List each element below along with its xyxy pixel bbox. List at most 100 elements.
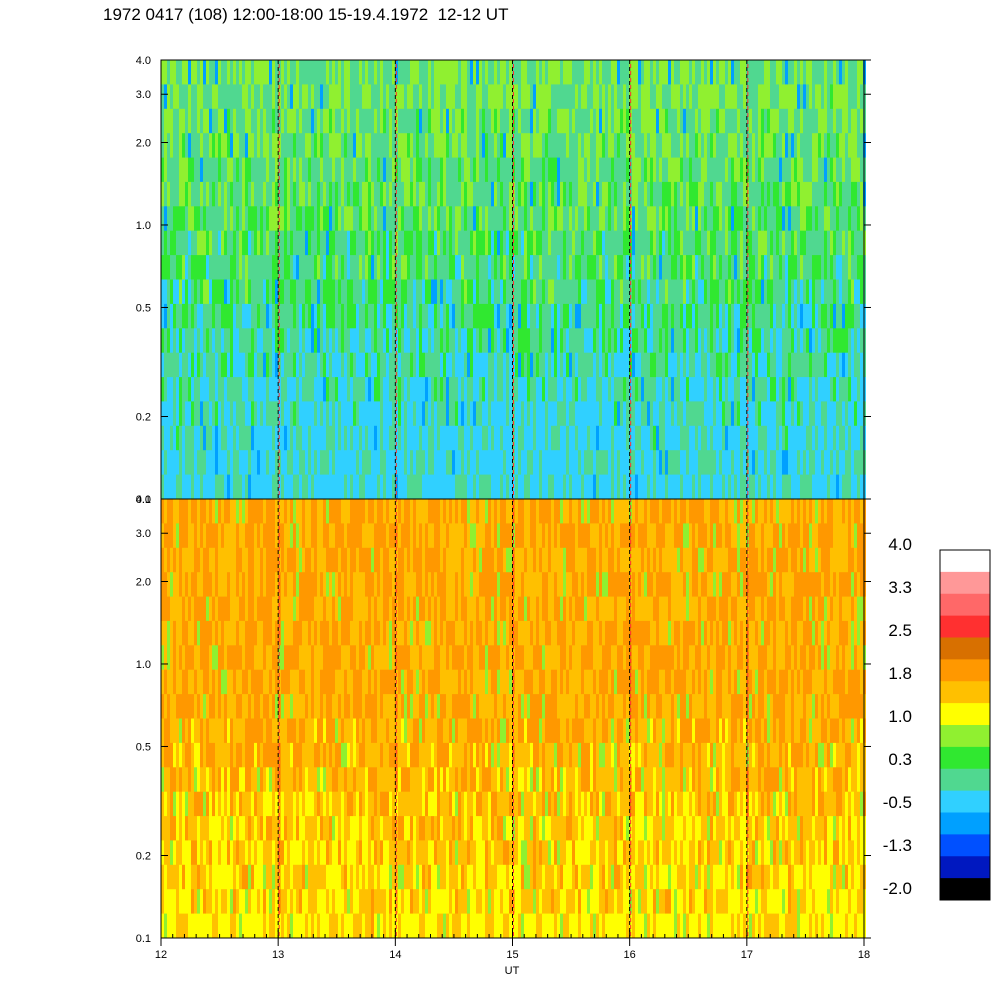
heatmap-cell (176, 474, 179, 500)
heatmap-cell (227, 157, 230, 183)
heatmap-cell (551, 133, 554, 159)
heatmap-cell (803, 328, 806, 354)
heatmap-cell (497, 425, 500, 451)
heatmap-cell (410, 352, 413, 378)
heatmap-cell (206, 645, 209, 671)
heatmap-cell (839, 157, 842, 183)
heatmap-cell (644, 108, 647, 134)
heatmap-cell (638, 377, 641, 402)
heatmap-cell (173, 572, 176, 598)
heatmap-cell (800, 279, 803, 305)
heatmap-cell (179, 718, 182, 744)
heatmap-cell (743, 474, 746, 500)
heatmap-cell (239, 572, 242, 598)
heatmap-cell (746, 84, 749, 110)
heatmap-cell (323, 60, 326, 85)
heatmap-cell (578, 425, 581, 451)
heatmap-cell (218, 889, 221, 915)
heatmap-cell (338, 84, 341, 110)
heatmap-cell (491, 377, 494, 402)
heatmap-cell (533, 206, 536, 232)
heatmap-cell (440, 279, 443, 305)
heatmap-cell (200, 718, 203, 744)
heatmap-cell (164, 60, 167, 85)
heatmap-cell (587, 108, 590, 134)
heatmap-cell (170, 694, 173, 719)
heatmap-cell (758, 181, 761, 207)
heatmap-cell (536, 230, 539, 256)
heatmap-cell (857, 425, 860, 451)
heatmap-cell (257, 742, 260, 768)
heatmap-cell (272, 742, 275, 768)
heatmap-cell (479, 108, 482, 134)
heatmap-cell (218, 206, 221, 232)
heatmap-cell (587, 450, 590, 476)
heatmap-cell (473, 401, 476, 427)
heatmap-cell (269, 377, 272, 402)
heatmap-cell (365, 230, 368, 256)
heatmap-cell (647, 181, 650, 207)
heatmap-cell (167, 791, 170, 817)
heatmap-cell (542, 108, 545, 134)
heatmap-cell (482, 133, 485, 159)
heatmap-cell (212, 279, 215, 305)
heatmap-cell (371, 425, 374, 451)
heatmap-cell (779, 108, 782, 134)
heatmap-cell (815, 206, 818, 232)
heatmap-cell (215, 742, 218, 768)
heatmap-cell (185, 889, 188, 915)
heatmap-cell (407, 352, 410, 378)
heatmap-cell (242, 401, 245, 427)
heatmap-cell (755, 352, 758, 378)
heatmap-cell (425, 84, 428, 110)
heatmap-cell (515, 377, 518, 402)
heatmap-cell (857, 133, 860, 159)
heatmap-cell (254, 572, 257, 598)
heatmap-cell (200, 913, 203, 939)
heatmap-cell (641, 425, 644, 451)
heatmap-cell (776, 352, 779, 378)
heatmap-cell (260, 718, 263, 744)
heatmap-cell (176, 401, 179, 427)
heatmap-cell (848, 230, 851, 256)
heatmap-cell (596, 401, 599, 427)
heatmap-cell (758, 450, 761, 476)
heatmap-cell (287, 620, 290, 646)
heatmap-cell (221, 645, 224, 671)
heatmap-cell (761, 279, 764, 305)
heatmap-cell (701, 474, 704, 500)
heatmap-cell (359, 230, 362, 256)
heatmap-cell (767, 303, 770, 329)
heatmap-cell (806, 206, 809, 232)
heatmap-cell (308, 84, 311, 110)
heatmap-cell (845, 255, 848, 280)
heatmap-cell (656, 133, 659, 159)
heatmap-cell (620, 206, 623, 232)
heatmap-cell (695, 84, 698, 110)
heatmap-cell (218, 913, 221, 939)
heatmap-cell (218, 352, 221, 378)
heatmap-cell (368, 279, 371, 305)
heatmap-cell (593, 255, 596, 280)
heatmap-cell (662, 377, 665, 402)
heatmap-cell (254, 913, 257, 939)
heatmap-cell (203, 767, 206, 793)
heatmap-cell (542, 401, 545, 427)
heatmap-cell (701, 157, 704, 183)
heatmap-cell (278, 133, 281, 159)
heatmap-cell (197, 303, 200, 329)
heatmap-cell (248, 108, 251, 134)
heatmap-cell (725, 60, 728, 85)
heatmap-cell (551, 377, 554, 402)
heatmap-cell (368, 255, 371, 280)
heatmap-cell (650, 206, 653, 232)
heatmap-cell (221, 60, 224, 85)
heatmap-cell (494, 377, 497, 402)
heatmap-cell (617, 352, 620, 378)
heatmap-cell (539, 60, 542, 85)
heatmap-cell (584, 60, 587, 85)
heatmap-cell (614, 279, 617, 305)
heatmap-cell (728, 377, 731, 402)
heatmap-cell (473, 303, 476, 329)
heatmap-cell (239, 133, 242, 159)
